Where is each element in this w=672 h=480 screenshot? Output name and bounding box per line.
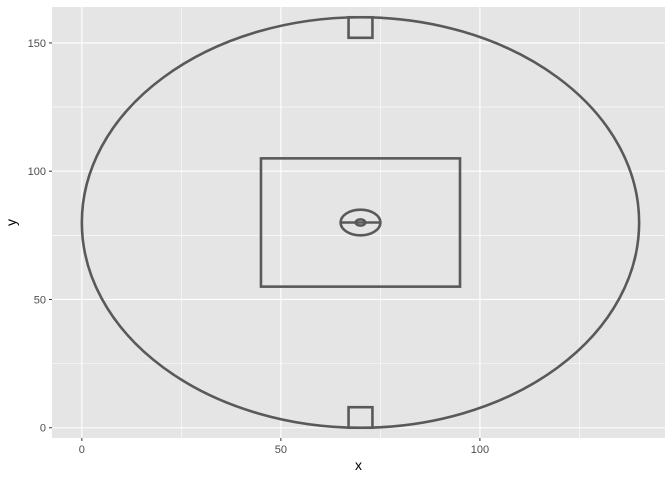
bottom-square xyxy=(347,405,374,430)
top-square xyxy=(347,15,374,40)
y-axis-title: y xyxy=(3,219,19,226)
y-tick-label: 100 xyxy=(28,166,46,178)
center-rectangle xyxy=(259,157,462,288)
x-tick-label: 0 xyxy=(79,444,85,456)
y-tick-label: 0 xyxy=(40,423,46,435)
shapes-layer xyxy=(80,15,641,430)
x-tick-label: 100 xyxy=(471,444,489,456)
y-tick-label: 50 xyxy=(34,294,46,306)
y-tick-label: 150 xyxy=(28,38,46,50)
x-axis-title: x xyxy=(355,457,362,473)
y-axis-ticks: 0 50 100 150 xyxy=(28,38,52,435)
x-axis-ticks: 0 50 100 xyxy=(79,438,489,456)
x-tick-label: 50 xyxy=(275,444,287,456)
